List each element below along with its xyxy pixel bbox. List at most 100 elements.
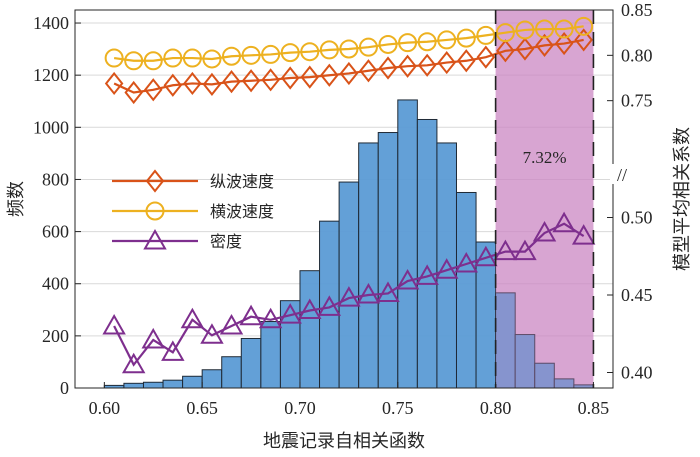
histogram-bar	[201, 369, 223, 389]
series-marker	[121, 352, 146, 374]
series-marker	[398, 54, 417, 78]
series-marker	[437, 30, 457, 50]
histogram-bar	[436, 142, 457, 389]
series-marker	[124, 80, 143, 105]
series-marker	[474, 245, 498, 267]
shaded-overlay	[495, 10, 594, 388]
series-marker	[356, 282, 381, 304]
series-line	[113, 25, 584, 62]
series-line	[113, 222, 585, 367]
series-marker	[554, 31, 574, 56]
series-marker	[574, 16, 594, 36]
series-marker	[554, 19, 574, 39]
left-tick-label: 600	[42, 222, 69, 242]
series-marker	[417, 53, 437, 77]
x-tick-label: 0.85	[578, 398, 610, 418]
series-marker	[456, 49, 476, 73]
histogram-bar	[358, 142, 379, 389]
x-tick-label: 0.75	[382, 398, 414, 418]
series-marker	[476, 25, 496, 45]
series-marker	[493, 239, 518, 261]
series-marker	[104, 71, 124, 96]
series-marker	[339, 39, 359, 59]
series-marker	[317, 295, 342, 316]
series-marker	[239, 304, 263, 326]
series-marker	[241, 69, 261, 93]
series-marker	[182, 48, 202, 68]
series-marker	[339, 61, 359, 86]
annotations: 7.32%	[494, 10, 595, 388]
series-marker	[300, 42, 320, 62]
right-tick-label: 0.40	[621, 363, 653, 383]
series-marker	[571, 224, 596, 245]
histogram-bar	[182, 375, 203, 389]
left-tick-label: 400	[42, 274, 69, 294]
series-marker	[258, 307, 283, 329]
series-marker	[359, 59, 378, 83]
plot-frame	[74, 9, 614, 389]
series-marker	[515, 20, 535, 40]
series-marker	[456, 28, 476, 48]
series-marker	[535, 33, 554, 57]
series-marker	[280, 43, 300, 63]
legend-label: 密度	[210, 232, 242, 251]
series-marker	[104, 48, 124, 68]
left-tick-label: 1000	[33, 117, 69, 137]
series-marker	[143, 78, 163, 102]
series-marker	[437, 50, 456, 75]
series-marker	[337, 286, 361, 307]
x-axis-title: 地震记录自相关函数	[263, 431, 425, 452]
histogram-bar	[377, 132, 399, 389]
series-marker	[552, 211, 576, 233]
legend-label: 横波速度	[210, 202, 274, 221]
right-tick-label: 0.80	[621, 45, 653, 65]
axis-ticks: 0 200 400 600 800 1000 1200 1400 0.60 0.65 0.70 0.7…	[33, 0, 653, 418]
series-marker	[376, 281, 400, 302]
series-marker	[163, 48, 183, 68]
histogram-bar	[260, 321, 281, 389]
x-tick-label: 0.80	[480, 398, 512, 418]
legend-marker	[143, 228, 167, 250]
histogram-bar	[397, 99, 418, 389]
left-tick-label: 1400	[33, 13, 69, 33]
series-marker	[143, 51, 163, 71]
series-lines	[102, 16, 596, 374]
series-marker	[574, 28, 593, 52]
series-marker	[513, 239, 537, 261]
shaded-region-label: 7.32%	[523, 148, 567, 167]
series-marker	[261, 44, 281, 64]
axis-break-mask	[610, 164, 650, 184]
series-marker	[219, 313, 244, 335]
axis-titles: 地震记录自相关函数 频数 模型平均相关系数	[6, 127, 693, 452]
series-marker	[319, 40, 339, 60]
histogram-bar	[142, 381, 164, 389]
series-marker	[102, 313, 126, 335]
right-tick-label: 0.45	[621, 285, 653, 305]
histogram-bar	[123, 382, 144, 389]
x-tick-label: 0.65	[186, 398, 218, 418]
series-marker	[202, 49, 222, 69]
series-marker	[476, 45, 496, 69]
series-marker	[454, 251, 478, 273]
series-marker	[280, 66, 300, 90]
series-marker	[395, 269, 420, 290]
histogram-bar	[338, 181, 360, 389]
series-marker	[398, 33, 418, 53]
left-axis-title: 频数	[6, 181, 27, 217]
right-tick-label: 0.75	[621, 91, 653, 111]
right-tick-label: 0.85	[621, 0, 653, 20]
left-tick-label: 800	[42, 169, 69, 189]
legend-marker	[145, 201, 165, 221]
series-marker	[415, 264, 439, 285]
legend-marker	[145, 169, 165, 193]
legend-label: 纵波速度	[210, 172, 274, 191]
series-marker	[222, 46, 242, 66]
series-marker	[278, 303, 302, 324]
histogram-bar	[221, 356, 242, 389]
series-marker	[495, 23, 515, 43]
x-tick-label: 0.60	[89, 398, 121, 418]
series-marker	[161, 340, 185, 361]
series-marker	[124, 51, 144, 71]
